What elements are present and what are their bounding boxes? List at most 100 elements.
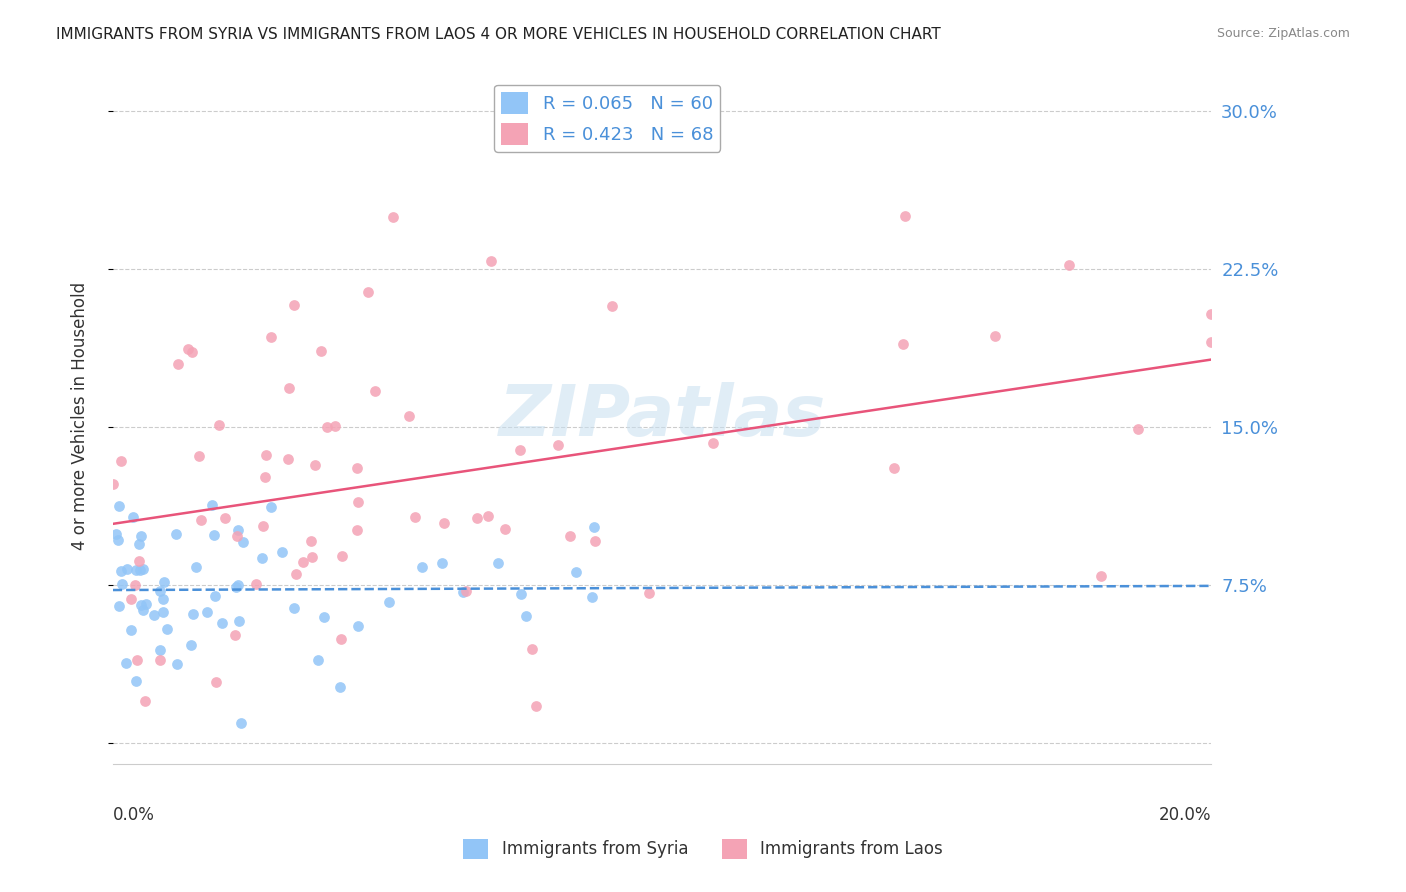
Point — [205, 674, 228, 689]
Point — [190, 513, 212, 527]
Point — [127, 653, 149, 667]
Point — [315, 420, 337, 434]
Point — [304, 458, 326, 472]
Point — [181, 607, 204, 621]
Point — [1057, 258, 1080, 272]
Point — [382, 211, 405, 225]
Point — [231, 715, 253, 730]
Text: Source: ZipAtlas.com: Source: ZipAtlas.com — [1216, 27, 1350, 40]
Point — [346, 495, 368, 509]
Point — [346, 523, 368, 537]
Point — [134, 694, 156, 708]
Point — [1128, 421, 1150, 435]
Point — [214, 511, 236, 525]
Point — [600, 299, 623, 313]
Point — [156, 622, 179, 636]
Point — [526, 698, 548, 713]
Point — [285, 567, 308, 582]
Point — [515, 608, 537, 623]
Point — [132, 561, 155, 575]
Text: IMMIGRANTS FROM SYRIA VS IMMIGRANTS FROM LAOS 4 OR MORE VEHICLES IN HOUSEHOLD CO: IMMIGRANTS FROM SYRIA VS IMMIGRANTS FROM… — [56, 27, 941, 42]
Point — [115, 562, 138, 576]
Point — [330, 549, 353, 563]
Point — [309, 344, 332, 359]
Point — [486, 556, 509, 570]
Point — [254, 470, 277, 484]
Point — [465, 511, 488, 525]
Point — [433, 516, 456, 531]
Point — [510, 586, 533, 600]
Point — [149, 652, 172, 666]
Point — [245, 577, 267, 591]
Point — [167, 357, 190, 371]
Point — [129, 563, 152, 577]
Point — [149, 584, 172, 599]
Point — [135, 597, 157, 611]
Point — [201, 498, 224, 512]
Point — [260, 500, 283, 514]
Y-axis label: 4 or more Vehicles in Household: 4 or more Vehicles in Household — [72, 283, 89, 550]
Point — [195, 606, 218, 620]
Point — [1201, 334, 1223, 349]
Point — [891, 336, 914, 351]
Point — [165, 527, 187, 541]
Point — [451, 584, 474, 599]
Point — [129, 598, 152, 612]
Point — [107, 533, 129, 548]
Point — [299, 533, 322, 548]
Point — [364, 384, 387, 398]
Point — [208, 417, 231, 432]
Point — [179, 638, 201, 652]
Point — [228, 614, 250, 628]
Point — [702, 436, 724, 450]
Point — [411, 559, 433, 574]
Point — [152, 591, 174, 606]
Point — [125, 673, 148, 688]
Point — [129, 529, 152, 543]
Point — [378, 594, 401, 608]
Point — [166, 657, 188, 672]
Point — [232, 535, 254, 549]
Point — [346, 461, 368, 475]
Point — [307, 653, 329, 667]
Point — [226, 578, 249, 592]
Point — [494, 522, 516, 536]
Point — [404, 510, 426, 524]
Point — [347, 619, 370, 633]
Point — [479, 254, 502, 268]
Point — [181, 344, 204, 359]
Point — [110, 564, 132, 578]
Point — [111, 576, 134, 591]
Point — [581, 590, 603, 604]
Point — [582, 520, 605, 534]
Point — [143, 608, 166, 623]
Point — [638, 586, 661, 600]
Point — [202, 528, 225, 542]
Point — [509, 442, 531, 457]
Point — [124, 578, 146, 592]
Point — [103, 477, 125, 491]
Point — [894, 210, 917, 224]
Point — [454, 583, 477, 598]
Legend: Immigrants from Syria, Immigrants from Laos: Immigrants from Syria, Immigrants from L… — [457, 832, 949, 866]
Point — [432, 556, 454, 570]
Point — [120, 624, 142, 638]
Point — [104, 527, 127, 541]
Point — [125, 563, 148, 577]
Point — [250, 550, 273, 565]
Point — [301, 549, 323, 564]
Point — [224, 628, 246, 642]
Point — [152, 605, 174, 619]
Text: 0.0%: 0.0% — [112, 806, 155, 824]
Point — [177, 342, 200, 356]
Point — [260, 329, 283, 343]
Point — [477, 509, 499, 524]
Point — [312, 610, 335, 624]
Point — [225, 580, 247, 594]
Point — [883, 461, 905, 475]
Point — [153, 574, 176, 589]
Point — [323, 419, 346, 434]
Point — [108, 499, 131, 513]
Point — [128, 537, 150, 551]
Point — [252, 518, 274, 533]
